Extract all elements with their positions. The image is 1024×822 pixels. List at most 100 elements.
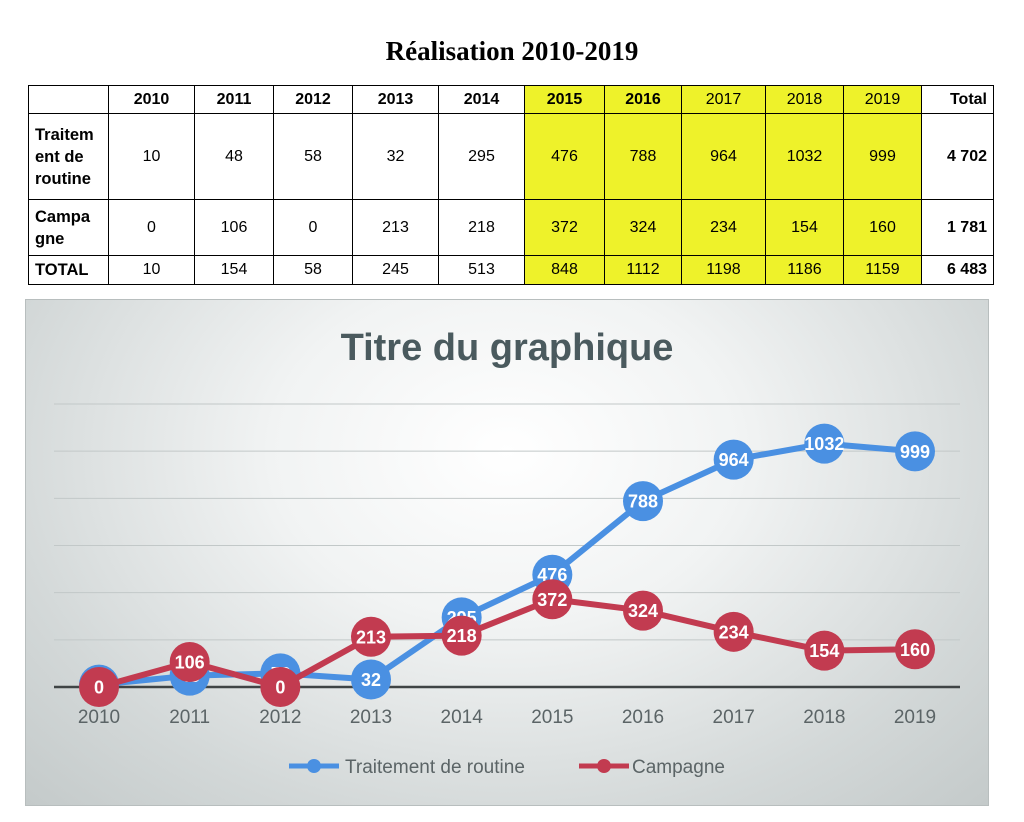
header-cell: 2010 <box>108 85 195 114</box>
table-cell: 154 <box>194 255 274 285</box>
row-label-line: routine <box>35 169 91 188</box>
chart-title: Titre du graphique <box>341 327 674 369</box>
page-title: Réalisation 2010-2019 <box>385 36 639 66</box>
header-cell: Total <box>921 85 994 114</box>
x-tick-label: 2011 <box>169 707 210 728</box>
x-tick-label: 2013 <box>350 707 392 728</box>
table-cell: 48 <box>194 113 274 200</box>
data-point <box>895 431 935 472</box>
row-label: Campa gne <box>28 199 109 256</box>
header-cell: 2013 <box>352 85 439 114</box>
header-cell <box>28 85 109 114</box>
data-point <box>623 590 663 631</box>
table-cell: 218 <box>438 199 525 256</box>
table-cell: 295 <box>438 113 525 200</box>
row-label-line: gne <box>35 229 65 248</box>
series-line <box>98 440 916 688</box>
table-cell: 32 <box>352 113 439 200</box>
table-cell: 58 <box>273 255 353 285</box>
x-tick-label: 2017 <box>713 707 755 728</box>
table-cell: 788 <box>604 113 682 200</box>
row-label: Traitem ent de routine <box>28 113 109 200</box>
table-cell: 234 <box>681 199 766 256</box>
x-tick-label: 2012 <box>259 707 301 728</box>
x-tick-label: 2010 <box>78 707 120 728</box>
data-point <box>79 667 119 707</box>
header-cell: 2017 <box>681 85 766 114</box>
row-label-line: ent de <box>35 147 84 166</box>
legend-label: Traitement de routine <box>345 757 525 778</box>
header-cell: 2019 <box>843 85 922 114</box>
table-cell: 58 <box>273 113 353 200</box>
table-row: Campa gne 0 106 0 213 218 372 324 234 15… <box>28 199 994 256</box>
table-cell: 106 <box>194 199 274 256</box>
data-point <box>351 659 391 700</box>
legend-swatch-marker <box>307 759 321 773</box>
header-cell: 2018 <box>765 85 844 114</box>
table-cell: 1112 <box>604 255 682 285</box>
header-cell: 2015 <box>524 85 605 114</box>
table-cell: 476 <box>524 113 605 200</box>
table-cell: 160 <box>843 199 922 256</box>
legend-label: Campagne <box>632 757 725 778</box>
series-1: 0 106 0 213 218 372 324 234 154 160 <box>79 579 935 707</box>
table-cell: 964 <box>681 113 766 200</box>
data-point <box>532 579 573 620</box>
header-cell: 2016 <box>604 85 682 114</box>
x-tick-label: 2015 <box>531 707 573 728</box>
data-point <box>351 616 391 657</box>
data-label: 324 <box>628 601 658 621</box>
row-label-line: Campa <box>35 207 91 226</box>
table-cell: 848 <box>524 255 605 285</box>
data-label: 218 <box>447 626 477 646</box>
data-label: 1032 <box>804 434 844 454</box>
data-label: 476 <box>537 565 567 585</box>
x-tick-label: 2019 <box>894 707 936 728</box>
table-row: Traitem ent de routine 10 48 58 32 295 4… <box>28 113 994 200</box>
data-label: 160 <box>900 640 930 660</box>
data-point <box>169 642 210 683</box>
legend-swatch-marker <box>597 759 611 773</box>
table-cell: 213 <box>352 199 439 256</box>
legend-item: Traitement de routine <box>289 757 525 778</box>
table-cell: 0 <box>273 199 353 256</box>
row-total: 1 781 <box>921 199 994 256</box>
table-cell: 1186 <box>765 255 844 285</box>
series-layer: 1048583229547678896410329990106021321837… <box>79 423 935 707</box>
header-cell: 2011 <box>194 85 274 114</box>
data-point <box>713 611 754 652</box>
table-cell: 10 <box>108 255 195 285</box>
realisation-table: 2010 2011 2012 2013 2014 2015 2016 2017 … <box>28 85 994 285</box>
data-label: 234 <box>719 622 749 642</box>
data-label: 964 <box>719 450 749 470</box>
data-label: 32 <box>361 670 381 690</box>
data-label: 0 <box>275 678 285 698</box>
data-label: 154 <box>809 641 839 661</box>
legend: Traitement de routine Campagne <box>289 757 725 778</box>
data-label: 372 <box>537 590 567 610</box>
data-point <box>441 615 482 656</box>
table-cell: 1159 <box>843 255 922 285</box>
table-cell: 0 <box>108 199 195 256</box>
x-tick-label: 2014 <box>441 707 484 728</box>
table-cell: 1198 <box>681 255 766 285</box>
x-tick-label: 2016 <box>622 707 664 728</box>
header-cell: 2014 <box>438 85 525 114</box>
x-tick-label: 2018 <box>803 707 845 728</box>
row-total: 4 702 <box>921 113 994 200</box>
legend-item: Campagne <box>579 757 725 778</box>
table-cell: 372 <box>524 199 605 256</box>
data-label: 0 <box>94 678 104 698</box>
header-cell: 2012 <box>273 85 353 114</box>
data-label: 106 <box>175 653 205 673</box>
table-cell: 10 <box>108 113 195 200</box>
row-total: 6 483 <box>921 255 994 285</box>
line-chart-panel: Titre du graphique 2010 2011 2012 2013 2014 2… <box>25 299 989 806</box>
row-label: TOTAL <box>28 255 109 285</box>
data-point <box>804 423 845 464</box>
row-label-line: TOTAL <box>35 261 89 279</box>
series-line <box>98 596 916 690</box>
table-cell: 999 <box>843 113 922 200</box>
data-label: 788 <box>628 492 658 512</box>
data-point <box>895 629 935 670</box>
